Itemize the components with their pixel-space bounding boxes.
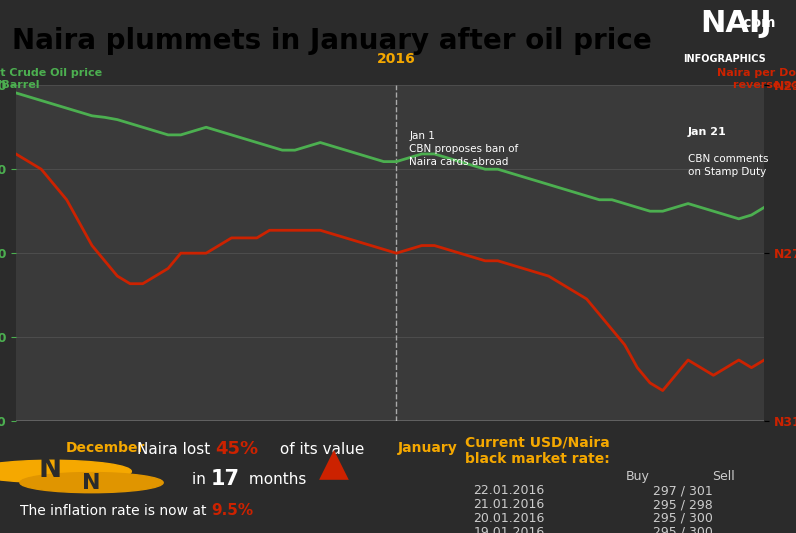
Text: Naira per Dollar
reverse scale: Naira per Dollar reverse scale: [717, 69, 796, 90]
Text: Naira plummets in January after oil price: Naira plummets in January after oil pric…: [12, 27, 652, 55]
Circle shape: [20, 473, 163, 492]
Text: N: N: [82, 473, 101, 492]
Text: in: in: [192, 472, 211, 487]
Text: 22.01.2016: 22.01.2016: [474, 484, 544, 497]
Text: 295 / 298: 295 / 298: [653, 498, 712, 511]
Text: Sell: Sell: [712, 471, 736, 483]
Text: INFOGRAPHICS: INFOGRAPHICS: [683, 54, 766, 64]
Text: CBN comments
on Stamp Duty: CBN comments on Stamp Duty: [688, 154, 769, 177]
Text: December: December: [66, 441, 146, 455]
Text: Buy: Buy: [626, 471, 650, 483]
Text: 295 / 300: 295 / 300: [653, 512, 712, 525]
Text: 19.01.2016: 19.01.2016: [474, 526, 544, 533]
Text: Naira lost: Naira lost: [137, 441, 215, 457]
Text: 21.01.2016: 21.01.2016: [474, 498, 544, 511]
Text: The inflation rate is now at: The inflation rate is now at: [20, 504, 211, 518]
Text: Jan 21: Jan 21: [688, 127, 727, 138]
Text: 297 / 301: 297 / 301: [653, 484, 712, 497]
Text: NAIJ: NAIJ: [700, 9, 772, 38]
Text: black market rate:: black market rate:: [465, 452, 609, 466]
Text: January: January: [397, 441, 458, 455]
Text: Jan 1
CBN proposes ban of
Naira cards abroad: Jan 1 CBN proposes ban of Naira cards ab…: [409, 131, 518, 167]
Text: 17: 17: [211, 469, 240, 489]
Text: N: N: [38, 455, 62, 483]
Text: .com: .com: [739, 16, 776, 30]
Text: months: months: [244, 472, 306, 487]
Text: 45%: 45%: [215, 440, 258, 458]
Text: Current USD/Naira: Current USD/Naira: [465, 436, 609, 450]
Text: Brent Crude Oil price
USD/Barrel: Brent Crude Oil price USD/Barrel: [0, 69, 102, 90]
Text: 20.01.2016: 20.01.2016: [474, 512, 544, 525]
Text: 2016: 2016: [377, 52, 416, 66]
Text: 9.5%: 9.5%: [211, 503, 253, 518]
Text: of its value: of its value: [275, 441, 364, 457]
Text: ▲: ▲: [319, 445, 349, 482]
Text: 295 / 300: 295 / 300: [653, 526, 712, 533]
Circle shape: [0, 460, 131, 483]
